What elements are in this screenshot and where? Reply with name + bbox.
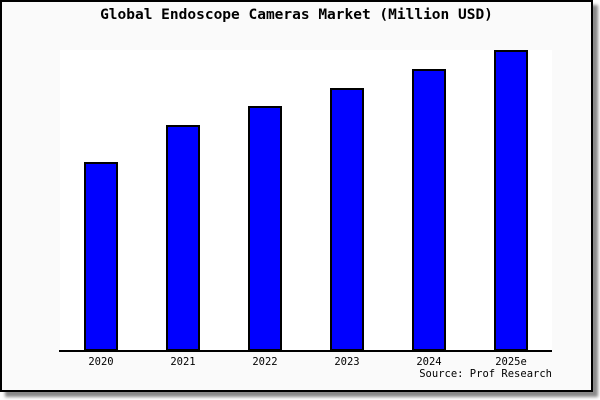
bar-slot-2020 [60, 50, 142, 351]
x-axis-label-2021: 2021 [170, 356, 196, 368]
plot-area [60, 50, 552, 351]
bar-2021 [166, 124, 200, 351]
bar-slot-2023 [306, 50, 388, 351]
x-axis-label-2024: 2024 [416, 356, 442, 368]
bar-slot-2024 [388, 50, 470, 351]
bars-row [60, 50, 552, 351]
bar-slot-2021 [142, 50, 224, 351]
chart-title: Global Endoscope Cameras Market (Million… [100, 7, 493, 23]
x-axis-line [59, 350, 552, 352]
bar-slot-2022 [224, 50, 306, 351]
x-axis-label-2025e: 2025e [495, 356, 527, 368]
x-axis-label-2023: 2023 [334, 356, 360, 368]
x-axis: 2020 2021 2022 2023 2024 2025e [60, 356, 552, 368]
bar-2022 [248, 106, 282, 351]
chart-card: Global Endoscope Cameras Market (Million… [59, 7, 552, 380]
x-axis-label-2020: 2020 [88, 356, 114, 368]
source-note: Source: Prof Research [419, 368, 552, 380]
bar-2024 [412, 68, 446, 351]
bar-2020 [84, 161, 118, 351]
bar-slot-2025e [470, 50, 552, 351]
x-axis-label-2022: 2022 [252, 356, 278, 368]
bar-2023 [330, 87, 364, 351]
bar-2025e [494, 50, 528, 351]
